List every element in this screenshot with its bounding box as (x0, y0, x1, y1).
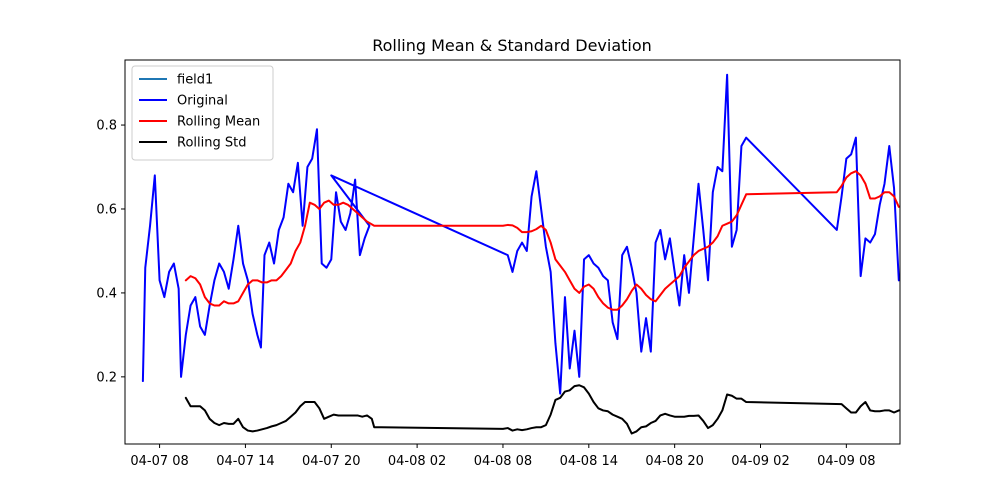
x-tick-label: 04-08 02 (388, 454, 446, 469)
plot-lines (141, 73, 900, 435)
y-tick-label: 0.2 (96, 370, 117, 385)
series-line-original (141, 73, 900, 395)
x-tick-label: 04-07 20 (302, 454, 360, 469)
y-tick-label: 0.4 (96, 286, 117, 301)
axes-frame (124, 59, 901, 445)
legend-label-rolling-mean: Rolling Mean (177, 115, 260, 130)
legend: field1 Original Rolling Mean Rolling Std (131, 65, 274, 161)
legend-label-field1: field1 (177, 73, 213, 88)
legend-label-original: Original (177, 94, 228, 109)
x-tick-label: 04-07 14 (216, 454, 274, 469)
x-tick-label: 04-09 02 (731, 454, 789, 469)
y-tick-label: 0.6 (96, 202, 117, 217)
chart-title: Rolling Mean & Standard Deviation (372, 36, 652, 55)
x-tick-label: 04-07 08 (130, 454, 188, 469)
series-line-rolling-mean (184, 170, 900, 311)
series-line-rolling-std (184, 384, 900, 435)
x-axis-ticks: 04-07 08 04-07 14 04-07 20 04-08 02 04-08 08… (130, 444, 876, 469)
legend-label-rolling-std: Rolling Std (177, 136, 246, 151)
x-tick-label: 04-08 14 (560, 454, 618, 469)
y-axis-ticks: 0.2 0.4 0.6 0.8 (96, 119, 125, 385)
legend-box (131, 65, 274, 161)
x-tick-label: 04-09 08 (817, 454, 875, 469)
y-tick-label: 0.8 (96, 119, 117, 134)
x-tick-label: 04-08 20 (645, 454, 703, 469)
x-tick-label: 04-08 08 (474, 454, 532, 469)
